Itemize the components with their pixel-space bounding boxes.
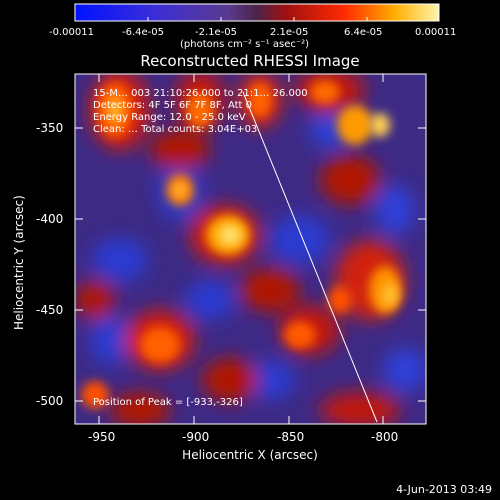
peak-position-label: Position of Peak = [-933,-326] xyxy=(93,397,243,408)
colorbar xyxy=(74,3,440,22)
rhessi-image xyxy=(75,74,426,424)
y-tick-label: -450 xyxy=(36,303,64,317)
y-axis-ticks xyxy=(75,127,426,402)
x-tick-label: -800 xyxy=(371,430,399,444)
y-axis-label: Heliocentric Y (arcsec) xyxy=(12,195,26,330)
colorbar-tick-label: -2.1e-05 xyxy=(195,27,237,38)
colorbar-tick-label: 6.4e-05 xyxy=(344,27,383,38)
annotation-clean-counts: Clean: … Total counts: 3.04E+03 xyxy=(93,124,258,135)
colorbar-tick-label: -6.4e-05 xyxy=(122,27,164,38)
y-tick-label: -400 xyxy=(36,212,64,226)
x-tick-label: -900 xyxy=(182,430,210,444)
colorbar-tick-label: 0.00011 xyxy=(415,27,457,38)
timestamp: 4-Jun-2013 03:49 xyxy=(396,483,492,496)
solar-limb-line xyxy=(242,91,378,423)
x-axis-label: Heliocentric X (arcsec) xyxy=(182,448,318,462)
y-tick-label: -350 xyxy=(36,121,64,135)
x-tick-label: -850 xyxy=(277,430,305,444)
y-tick-label: -500 xyxy=(36,394,64,408)
colorbar-ticks xyxy=(74,17,440,21)
colorbar-tick-label: -0.00011 xyxy=(49,27,94,38)
plot-title: Reconstructed RHESSI Image xyxy=(140,52,360,70)
colorbar-units: (photons cm⁻² s⁻¹ asec⁻²) xyxy=(180,39,310,50)
x-axis-ticks xyxy=(98,74,384,424)
annotation-time-range: 15-M… 003 21:10:26.000 to 21:1… 26.000 xyxy=(93,88,308,99)
annotation-energy-range: Energy Range: 12.0 - 25.0 keV xyxy=(93,112,246,123)
plot-frame xyxy=(74,73,427,425)
x-tick-label: -950 xyxy=(88,430,116,444)
annotation-detectors: Detectors: 4F 5F 6F 7F 8F, Att 0 xyxy=(93,100,253,111)
colorbar-tick-label: 2.1e-05 xyxy=(270,27,309,38)
